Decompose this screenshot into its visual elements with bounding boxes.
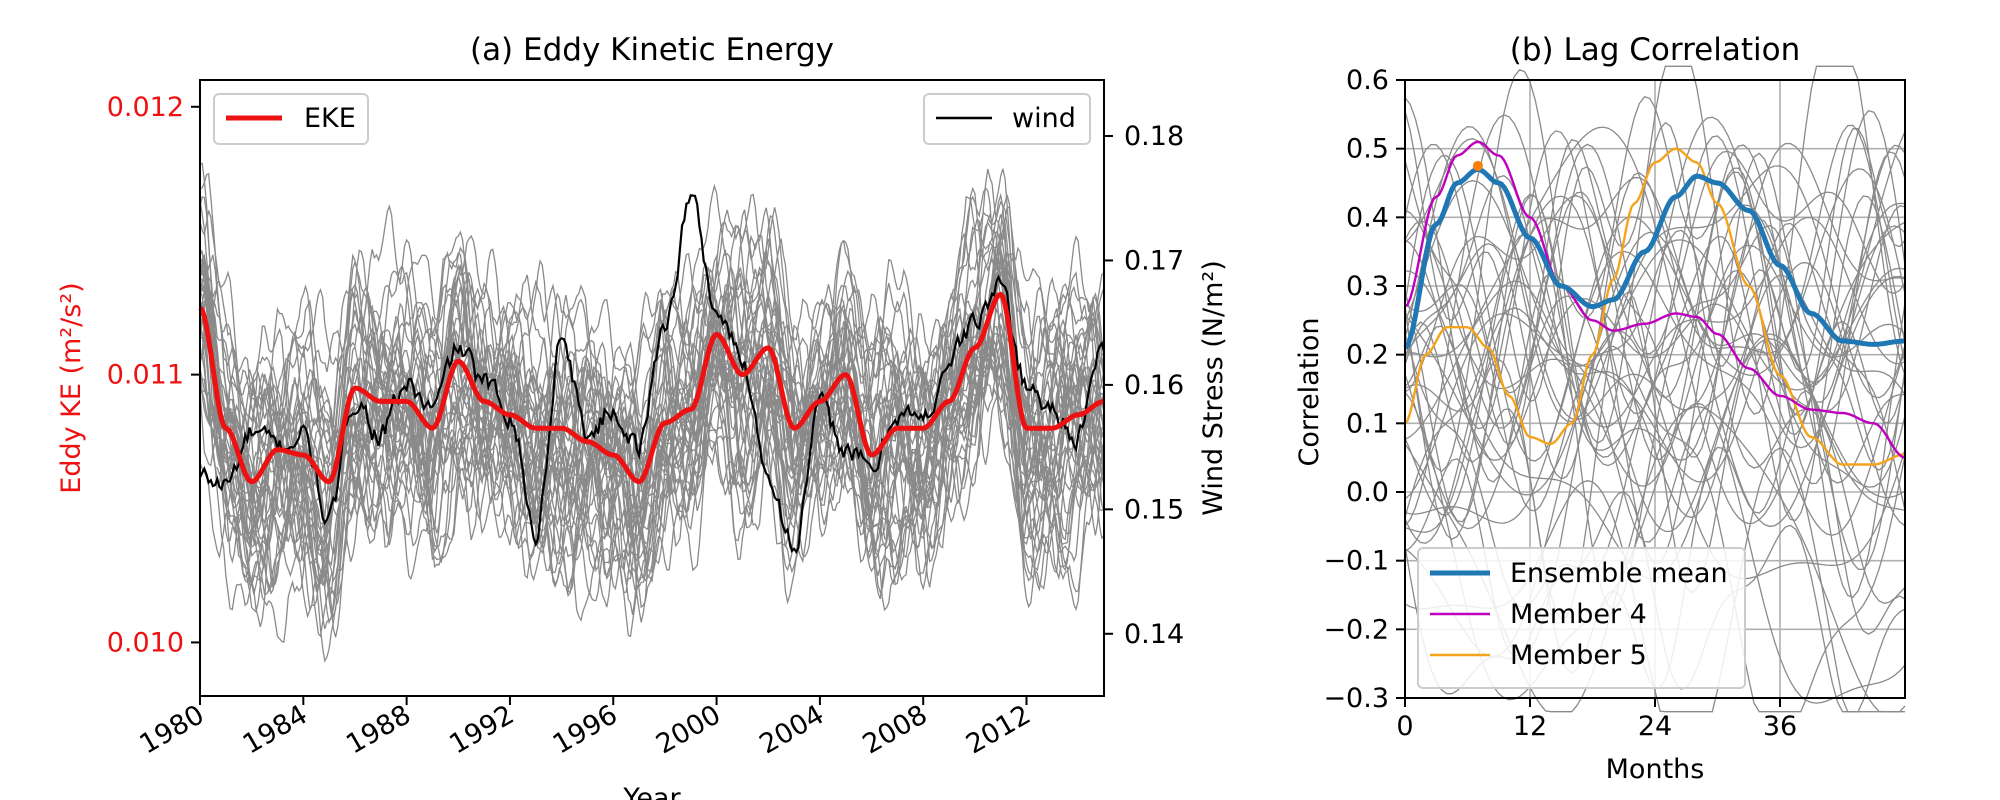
panel-a-wind-series <box>199 194 1106 554</box>
panel-a-right-y-axis: 0.14 0.15 0.16 0.17 0.18 <box>1104 121 1184 650</box>
y-right-tick-label-0.17: 0.17 <box>1124 245 1184 276</box>
ensemble-member-line <box>199 325 1105 597</box>
peak-marker <box>1472 160 1483 171</box>
panel-b-ensemble-members <box>1404 65 1906 713</box>
member-correlation-line <box>1404 150 1906 393</box>
legend-wind-label: wind <box>1012 103 1076 134</box>
ensemble-member-line <box>199 261 1105 595</box>
y-tick-label-−0.2: −0.2 <box>1323 614 1389 645</box>
member-correlation-line <box>1404 261 1906 527</box>
ensemble-mean-line <box>1403 166 1906 350</box>
y-tick-label-0.3: 0.3 <box>1346 271 1389 302</box>
x-tick-label-12: 12 <box>1513 711 1547 742</box>
legend-member-5-label: Member 5 <box>1510 640 1647 671</box>
panel-a-eke-series <box>198 291 1105 485</box>
legend-eke-label: EKE <box>304 103 356 134</box>
panel-a-legend-eke: EKE <box>213 93 369 145</box>
legend-wind-box <box>923 93 1091 145</box>
member-correlation-line <box>1404 295 1906 533</box>
panel-b: (b) Lag Correlation 0 12 24 36 0.6 0.5 0.4 0.3… <box>1294 32 1906 785</box>
member-5-line <box>1404 147 1906 466</box>
eke-line <box>198 291 1105 485</box>
y-right-tick-label-0.15: 0.15 <box>1124 494 1184 525</box>
member-correlation-line <box>1404 174 1906 543</box>
panel-b-series <box>1403 140 1906 466</box>
panel-a-x-label: Year <box>622 783 681 800</box>
ensemble-member-line <box>199 330 1105 596</box>
y-right-tick-label-0.18: 0.18 <box>1124 121 1184 152</box>
y-left-tick-label-0.012: 0.012 <box>107 92 184 123</box>
member-correlation-line <box>1404 290 1906 620</box>
y-tick-label-0.0: 0.0 <box>1346 477 1389 508</box>
y-tick-label-0.6: 0.6 <box>1346 65 1389 96</box>
panel-a-ensemble-members <box>199 162 1105 663</box>
y-left-tick-label-0.011: 0.011 <box>107 360 184 391</box>
panel-a-title: (a) Eddy Kinetic Energy <box>470 32 834 68</box>
member-correlation-line <box>1404 216 1906 428</box>
ensemble-member-line <box>199 183 1105 497</box>
legend-member-4-label: Member 4 <box>1510 599 1647 630</box>
panel-b-y-axis: 0.6 0.5 0.4 0.3 0.2 0.1 0.0 −0.1 −0.2 −0.3 <box>1323 65 1405 714</box>
y-tick-label-−0.3: −0.3 <box>1323 683 1389 714</box>
member-correlation-line <box>1404 97 1906 436</box>
legend-ensemble-mean-label: Ensemble mean <box>1510 558 1728 589</box>
x-tick-label-36: 36 <box>1763 711 1797 742</box>
y-right-tick-label-0.16: 0.16 <box>1124 370 1184 401</box>
member-correlation-line <box>1404 65 1906 473</box>
panel-a-left-y-label: Eddy KE (m²/s²) <box>56 282 87 493</box>
y-tick-label-0.4: 0.4 <box>1346 202 1389 233</box>
ensemble-member-line <box>199 186 1105 526</box>
wind-line <box>199 194 1106 554</box>
member-correlation-line <box>1404 176 1906 412</box>
y-left-tick-label-0.010: 0.010 <box>107 627 184 658</box>
member-correlation-line <box>1404 180 1906 391</box>
legend-eke-box <box>213 93 369 145</box>
member-correlation-line <box>1404 124 1906 480</box>
member-correlation-line <box>1404 126 1906 525</box>
member-correlation-line <box>1404 110 1906 403</box>
y-right-tick-label-0.14: 0.14 <box>1124 619 1184 650</box>
ensemble-member-line <box>199 233 1105 616</box>
panel-b-title: (b) Lag Correlation <box>1510 32 1800 68</box>
member-correlation-line <box>1404 143 1906 403</box>
y-tick-label-0.1: 0.1 <box>1346 408 1389 439</box>
legend-b-box <box>1417 547 1746 689</box>
x-tick-label-0: 0 <box>1396 711 1413 742</box>
panel-a-plot-frame <box>199 79 1105 697</box>
panel-a-left-y-axis: 0.010 0.011 0.012 <box>107 92 200 658</box>
ensemble-member-line <box>199 218 1105 522</box>
panel-b-legend: Ensemble mean Member 4 Member 5 <box>1417 547 1746 689</box>
panel-a-right-y-label: Wind Stress (N/m²) <box>1198 260 1229 516</box>
panel-b-x-axis: 0 12 24 36 <box>1396 698 1797 742</box>
ensemble-member-line <box>199 285 1105 588</box>
member-4-line <box>1404 140 1906 459</box>
x-tick-label-24: 24 <box>1638 711 1672 742</box>
y-tick-label-−0.1: −0.1 <box>1323 546 1389 577</box>
member-correlation-line <box>1404 250 1906 536</box>
member-correlation-line <box>1404 225 1906 461</box>
y-tick-label-0.5: 0.5 <box>1346 134 1389 165</box>
panel-b-x-label: Months <box>1606 754 1705 785</box>
member-correlation-line <box>1404 209 1906 487</box>
y-tick-label-0.2: 0.2 <box>1346 340 1389 371</box>
panel-b-y-label: Correlation <box>1294 318 1325 467</box>
panel-a-legend-wind: wind <box>923 93 1091 145</box>
